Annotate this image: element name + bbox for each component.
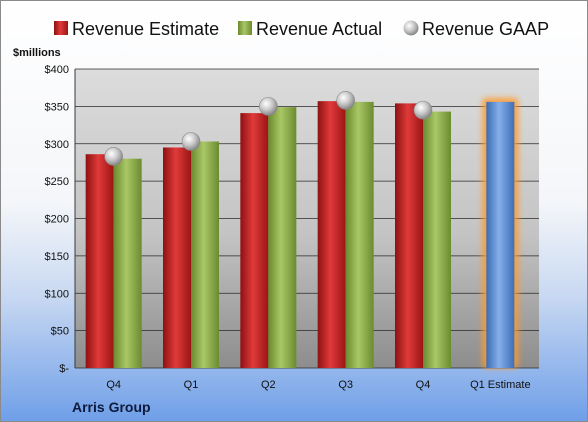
y-tick-label: $200 — [45, 214, 69, 226]
bar-revenue-estimate — [240, 113, 269, 368]
legend-swatch-revenue-actual — [238, 21, 252, 35]
y-tick-label: $350 — [45, 101, 69, 113]
legend: Revenue Estimate Revenue Actual Revenue … — [54, 19, 549, 39]
legend-swatch-revenue-gaap — [403, 20, 419, 36]
bar-revenue-actual — [423, 111, 451, 369]
y-tick-label: $250 — [45, 176, 69, 188]
x-axis: Q4 Q1 Q2 Q3 Q4 Q1 Estimate — [106, 379, 530, 391]
marker-revenue-gaap — [336, 91, 355, 110]
bars — [85, 97, 519, 369]
bar-revenue-estimate — [317, 101, 346, 368]
marker-revenue-gaap — [181, 132, 201, 151]
y-tick-label: $- — [59, 363, 69, 375]
bar-revenue-actual — [113, 158, 142, 368]
legend-label-revenue-estimate: Revenue Estimate — [72, 19, 219, 39]
y-tick-label: $400 — [45, 64, 69, 76]
y-tick-label: $300 — [45, 139, 69, 151]
legend-label-revenue-gaap: Revenue GAAP — [422, 19, 549, 39]
legend-label-revenue-actual: Revenue Actual — [256, 19, 382, 39]
legend-swatch-revenue-estimate — [54, 21, 68, 35]
y-axis: $- $50 $100 $150 $200 $250 $300 $350 $400 — [45, 64, 76, 375]
bar-revenue-actual — [191, 141, 219, 368]
bar-revenue-estimate — [85, 154, 114, 368]
bar-q1-estimate — [486, 101, 515, 368]
bar-revenue-estimate — [163, 147, 191, 368]
gaap-markers — [104, 91, 433, 166]
x-tick-label: Q1 — [184, 379, 199, 391]
x-tick-label: Q3 — [338, 379, 353, 391]
x-tick-label: Q1 Estimate — [470, 379, 531, 391]
marker-revenue-gaap — [104, 147, 123, 166]
bar-revenue-actual — [345, 101, 374, 368]
y-tick-label: $50 — [51, 326, 69, 338]
marker-revenue-gaap — [259, 97, 278, 116]
marker-revenue-gaap — [413, 100, 433, 120]
bar-revenue-estimate — [395, 103, 423, 368]
gridlines — [75, 68, 539, 369]
bar-revenue-actual — [268, 107, 297, 368]
y-tick-label: $150 — [45, 251, 69, 263]
x-tick-label: Q4 — [106, 379, 121, 391]
y-tick-label: $100 — [45, 288, 69, 300]
company-name: Arris Group — [72, 399, 151, 415]
y-axis-unit-label: $millions — [13, 47, 61, 59]
x-tick-label: Q2 — [261, 379, 276, 391]
x-tick-label: Q4 — [416, 379, 431, 391]
